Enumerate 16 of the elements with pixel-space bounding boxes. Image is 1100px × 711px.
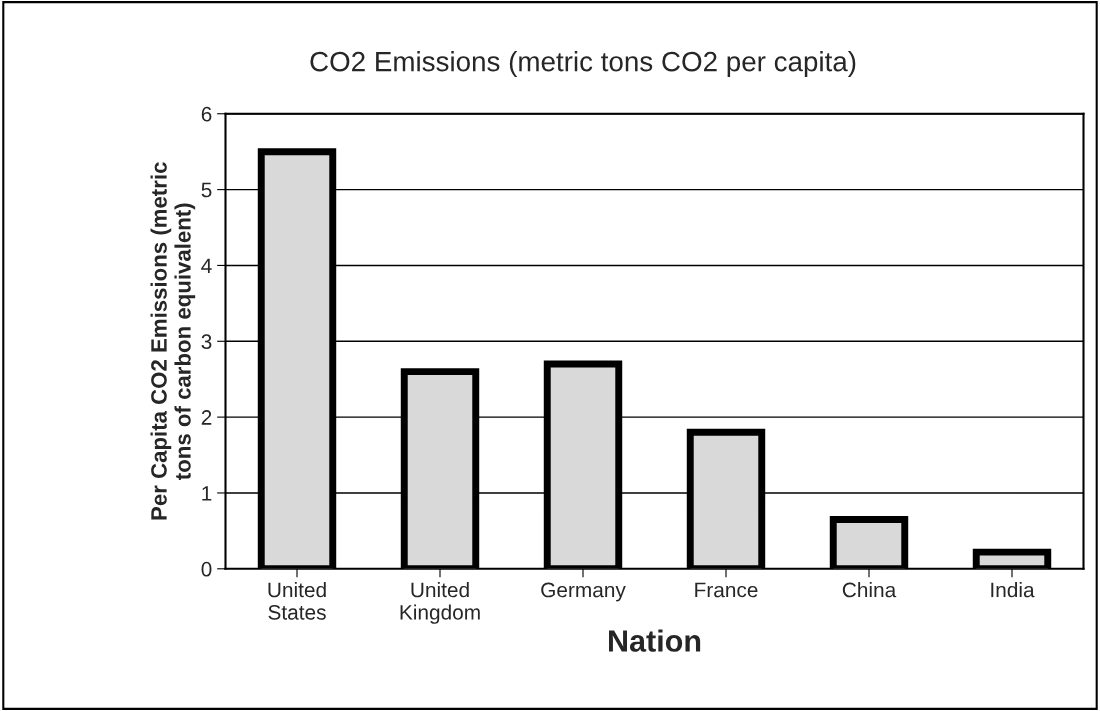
x-tick-label: United States <box>268 581 326 620</box>
x-axis-title: Nation <box>609 629 701 652</box>
y-tick-label: 5 <box>201 182 212 198</box>
y-tick-label: 0 <box>201 561 212 577</box>
chart-title: CO2 Emissions (metric tons CO2 per capita) <box>310 51 856 77</box>
x-tick-label: United Kingdom <box>400 581 480 624</box>
x-tick-label: India <box>991 581 1035 598</box>
y-tick-label: 3 <box>201 334 212 350</box>
y-tick-label: 2 <box>201 410 212 425</box>
x-tick-label: France <box>695 582 758 598</box>
y-tick-label: 6 <box>201 106 212 122</box>
x-tick-label: China <box>842 581 897 598</box>
y-axis-title: Per Capita CO2 Emissions (metric tons of carbon equivalent) <box>150 162 196 520</box>
y-tick-label: 4 <box>201 258 212 273</box>
y-tick-label: 1 <box>202 486 212 501</box>
x-tick-label: Germany <box>541 582 626 602</box>
